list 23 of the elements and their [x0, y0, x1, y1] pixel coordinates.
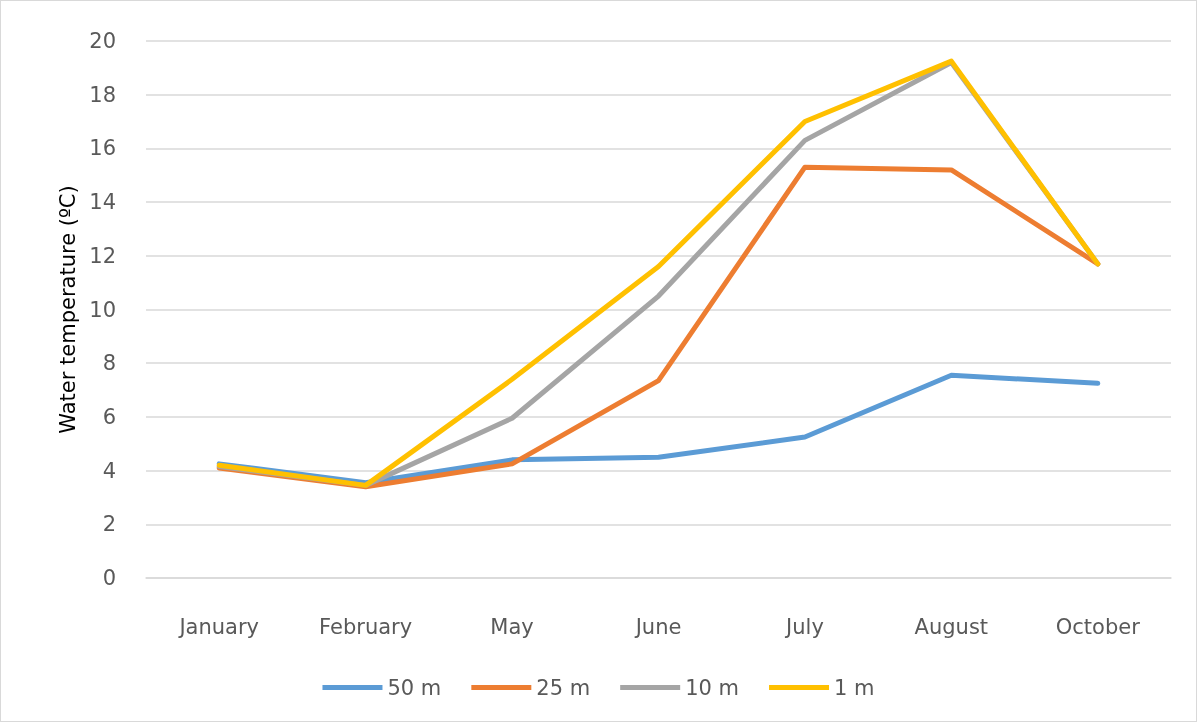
- y-tick-label: 0: [102, 566, 116, 590]
- y-tick-label: 20: [89, 29, 116, 53]
- x-tick-label: October: [1055, 614, 1141, 639]
- x-tick-label: May: [490, 614, 534, 639]
- x-tick-label: June: [633, 614, 682, 639]
- y-tick-label: 18: [89, 82, 116, 107]
- y-tick-label: 2: [102, 512, 116, 537]
- x-tick-label: August: [914, 614, 989, 639]
- y-tick-label: 8: [102, 351, 116, 376]
- y-tick-label: 14: [89, 190, 116, 215]
- legend-label: 1 m: [834, 675, 875, 700]
- y-tick-label: 10: [89, 297, 116, 322]
- y-tick-label: 4: [102, 458, 116, 483]
- legend-label: 50 m: [387, 675, 442, 700]
- y-tick-label: 16: [89, 136, 116, 161]
- x-tick-label: July: [784, 614, 824, 639]
- y-tick-label: 12: [89, 243, 116, 268]
- legend-label: 25 m: [536, 675, 591, 700]
- x-tick-label: January: [177, 614, 260, 639]
- y-axis-title: Water temperature (ºC): [55, 185, 80, 434]
- x-tick-label: February: [319, 614, 413, 639]
- legend-label: 10 m: [685, 675, 740, 700]
- y-tick-label: 6: [102, 404, 116, 429]
